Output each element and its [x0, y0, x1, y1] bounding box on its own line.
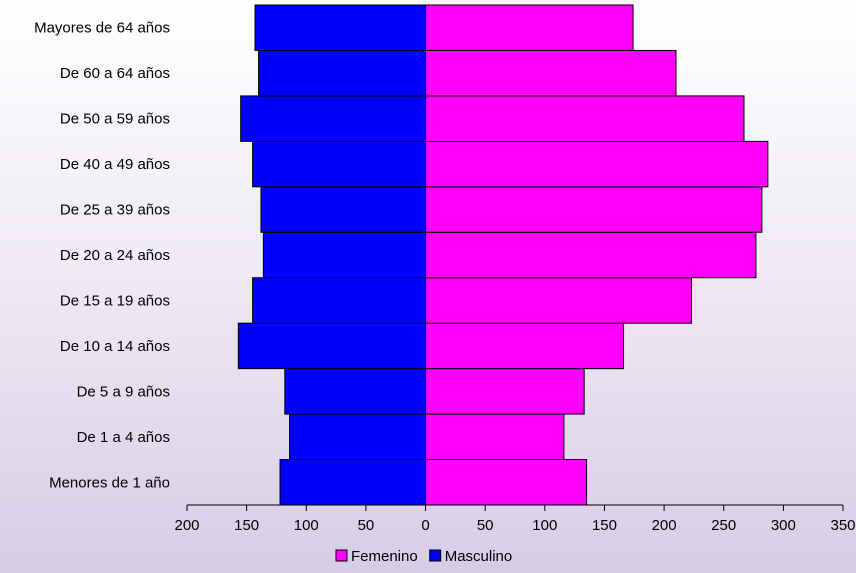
- bar-masculino-4: [252, 277, 427, 324]
- x-tick-label: 300: [771, 517, 796, 534]
- x-tick-label: 250: [711, 517, 736, 534]
- bar-femenino-6: [425, 186, 763, 233]
- x-tick-label: 200: [174, 517, 199, 534]
- category-label: De 40 a 49 años: [60, 156, 170, 173]
- legend-label-femenino: Femenino: [351, 548, 418, 565]
- category-label: Mayores de 64 años: [34, 20, 170, 37]
- x-tick-label: 100: [532, 517, 557, 534]
- bar-femenino-4: [425, 277, 693, 324]
- x-tick-label: 50: [477, 517, 494, 534]
- x-tick-label: 150: [592, 517, 617, 534]
- category-label: De 20 a 24 años: [60, 247, 170, 264]
- bar-masculino-2: [284, 368, 427, 415]
- bar-masculino-7: [252, 140, 427, 188]
- category-label: De 50 a 59 años: [60, 111, 170, 128]
- category-label: De 15 a 19 años: [60, 292, 170, 309]
- x-axis: 200 150 100 50 0 50 100 150 200 250 300 350: [174, 504, 856, 534]
- x-tick-label: 100: [294, 517, 319, 534]
- x-tick-label: 0: [421, 517, 429, 534]
- legend-swatch-masculino: [429, 549, 442, 562]
- bar-masculino-5: [262, 231, 427, 279]
- bar-femenino-8: [425, 95, 745, 142]
- bar-masculino-6: [260, 186, 427, 233]
- bar-masculino-8: [240, 95, 427, 142]
- x-tick-label: 200: [652, 517, 677, 534]
- x-tick-label: 50: [358, 517, 375, 534]
- bar-femenino-0: [425, 459, 588, 506]
- bar-femenino-1: [425, 413, 565, 461]
- bar-masculino-3: [237, 322, 427, 370]
- bar-femenino-2: [425, 368, 585, 415]
- x-tick-label: 350: [830, 517, 855, 534]
- bar-femenino-9: [425, 49, 677, 97]
- category-label: De 1 a 4 años: [77, 429, 170, 446]
- category-label: De 60 a 64 años: [60, 65, 170, 82]
- bar-masculino-0: [279, 459, 427, 506]
- legend: Femenino Masculino: [335, 548, 513, 565]
- category-label: Menores de 1 año: [49, 474, 170, 491]
- bar-masculino-9: [258, 49, 427, 97]
- bar-femenino-5: [425, 231, 757, 279]
- x-tick-label: 150: [234, 517, 259, 534]
- category-labels: Menores de 1 año De 1 a 4 años De 5 a 9 añ…: [34, 20, 170, 492]
- bar-femenino-7: [425, 140, 769, 188]
- category-label: De 25 a 39 años: [60, 202, 170, 219]
- bar-femenino-10: [425, 4, 634, 51]
- bar-masculino-10: [254, 4, 427, 51]
- bar-masculino-1: [289, 413, 427, 461]
- bar-femenino-3: [425, 322, 625, 370]
- bars-group: [237, 4, 769, 506]
- legend-label-masculino: Masculino: [445, 548, 513, 565]
- legend-swatch-femenino: [335, 549, 348, 562]
- category-label: De 5 a 9 años: [77, 383, 170, 400]
- category-label: De 10 a 14 años: [60, 338, 170, 355]
